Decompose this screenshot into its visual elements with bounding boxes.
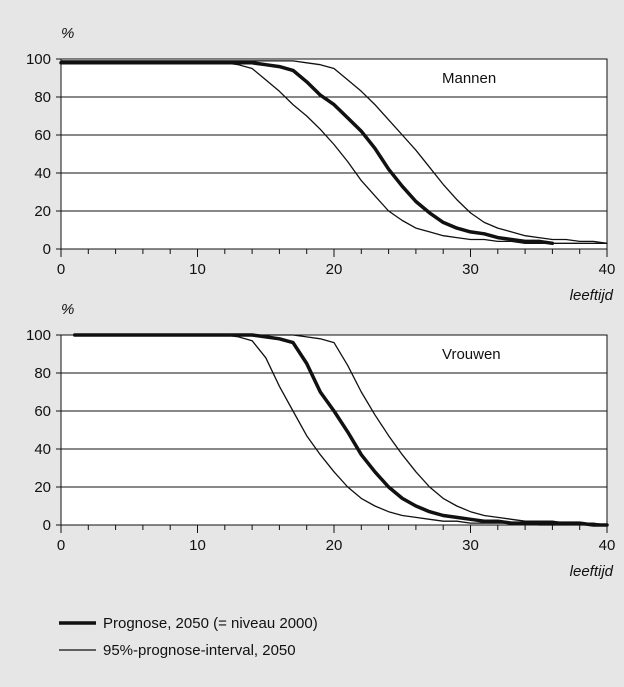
x-tick-label: 40: [599, 537, 616, 554]
x-tick-label: 20: [326, 537, 343, 554]
legend-item: 95%-prognose-interval, 2050: [59, 642, 296, 659]
interval-line-1: [60, 60, 608, 244]
interval-line-2: [74, 334, 608, 526]
y-tick-label: 80: [34, 89, 51, 106]
y-tick-label: 20: [34, 203, 51, 220]
prognosis-line: [72, 333, 609, 527]
y-tick-label: 60: [34, 403, 51, 420]
legend-label: 95%-prognose-interval, 2050: [103, 642, 296, 659]
x-tick-label: 0: [57, 537, 65, 554]
legend-item: Prognose, 2050 (= niveau 2000): [59, 615, 318, 632]
plot-area: [60, 58, 608, 250]
y-tick-label: 100: [26, 327, 51, 344]
y-axis-unit: %: [61, 301, 74, 318]
panel-title: Mannen: [442, 70, 496, 87]
legend: Prognose, 2050 (= niveau 2000) 95%-progno…: [59, 615, 318, 659]
y-tick-label: 40: [34, 165, 51, 182]
x-axis-title: leeftijd: [570, 287, 614, 304]
prognosis-line: [59, 61, 555, 246]
chart-panel-2: 0 20 40 60 80 100 0 10 20 30 40% leeftijd Vrouwen: [26, 301, 615, 580]
plot-area: [60, 334, 608, 526]
panel-title: Vrouwen: [442, 346, 501, 363]
x-tick-label: 20: [326, 261, 343, 278]
x-tick-label: 30: [462, 261, 479, 278]
y-tick-label: 0: [43, 241, 51, 258]
y-tick-label: 40: [34, 441, 51, 458]
y-tick-label: 60: [34, 127, 51, 144]
interval-line-1: [74, 334, 608, 526]
y-axis-unit: %: [61, 25, 74, 42]
x-tick-label: 10: [189, 261, 206, 278]
y-tick-label: 0: [43, 517, 51, 534]
x-tick-label: 40: [599, 261, 616, 278]
x-tick-label: 10: [189, 537, 206, 554]
x-tick-label: 0: [57, 261, 65, 278]
x-axis-title: leeftijd: [570, 563, 614, 580]
y-tick-label: 20: [34, 479, 51, 496]
y-tick-label: 80: [34, 365, 51, 382]
y-tick-label: 100: [26, 51, 51, 68]
chart-panel-1: 0 20 40 60 80 100 0 10 20 30 40% leeftijd Mannen: [26, 25, 615, 304]
interval-line-2: [60, 62, 608, 244]
legend-label: Prognose, 2050 (= niveau 2000): [103, 615, 318, 632]
x-tick-label: 30: [462, 537, 479, 554]
